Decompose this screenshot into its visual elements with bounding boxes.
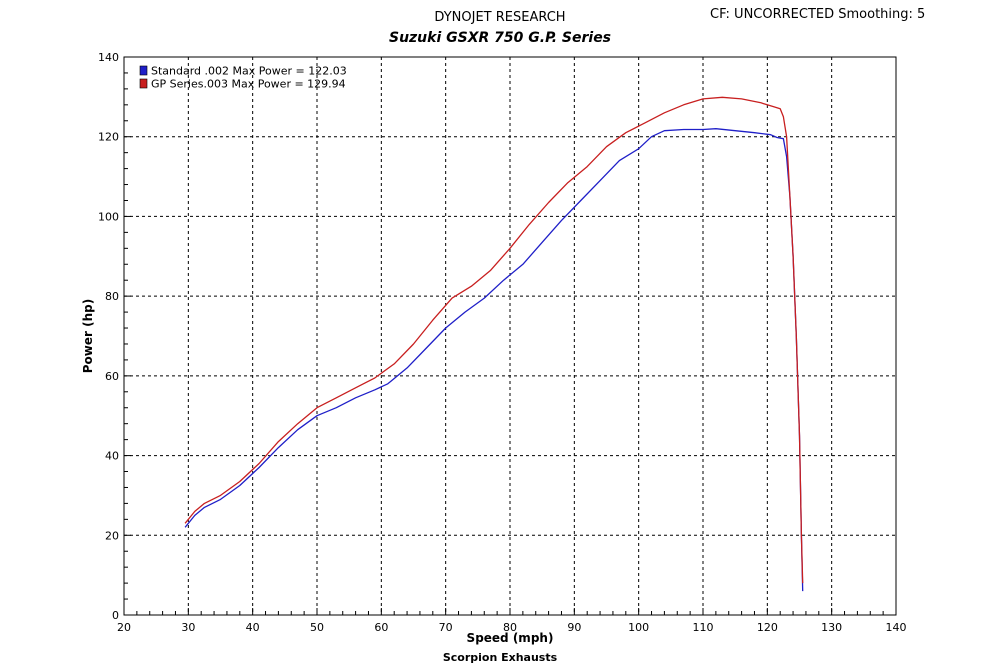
axis-ticks bbox=[123, 56, 897, 616]
y-tick-label: 100 bbox=[98, 210, 119, 223]
x-tick-label: 50 bbox=[310, 621, 324, 634]
series-line-2 bbox=[184, 96, 804, 584]
y-tick-label: 20 bbox=[105, 529, 119, 542]
x-tick-labels: 20 30 40 50 60 70 80 90 100 110 120 130 140 bbox=[117, 621, 907, 634]
x-tick-label: 130 bbox=[821, 621, 842, 634]
y-tick-label: 140 bbox=[98, 51, 119, 64]
x-tick-label: 80 bbox=[503, 621, 517, 634]
legend-swatch-2 bbox=[139, 78, 148, 89]
organization-label: DYNOJET RESEARCH bbox=[434, 10, 566, 25]
x-tick-label: 60 bbox=[374, 621, 388, 634]
series-lines bbox=[184, 96, 804, 592]
y-tick-label: 0 bbox=[112, 609, 119, 622]
legend-swatch-1 bbox=[139, 65, 148, 76]
y-axis-label: Power (hp) bbox=[81, 299, 95, 373]
x-tick-label: 20 bbox=[117, 621, 131, 634]
x-tick-label: 110 bbox=[693, 621, 714, 634]
y-tick-label: 40 bbox=[105, 450, 119, 463]
x-tick-label: 70 bbox=[439, 621, 453, 634]
correction-factor-label: CF: UNCORRECTED Smoothing: 5 bbox=[710, 7, 926, 22]
x-axis-label: Speed (mph) bbox=[467, 631, 554, 645]
series-line-1 bbox=[184, 128, 804, 592]
y-tick-label: 80 bbox=[105, 290, 119, 303]
x-tick-label: 140 bbox=[886, 621, 907, 634]
legend-label-1: Standard .002 Max Power = 122.03 bbox=[151, 65, 347, 78]
x-tick-label: 40 bbox=[246, 621, 260, 634]
y-tick-labels: 0 20 40 60 80 100 120 140 bbox=[98, 51, 119, 622]
grid bbox=[124, 57, 896, 615]
legend-label-2: GP Series.003 Max Power = 129.94 bbox=[151, 78, 346, 91]
chart-title: Suzuki GSXR 750 G.P. Series bbox=[388, 30, 612, 46]
x-tick-label: 90 bbox=[567, 621, 581, 634]
y-tick-label: 120 bbox=[98, 131, 119, 144]
x-tick-label: 30 bbox=[181, 621, 195, 634]
y-tick-label: 60 bbox=[105, 370, 119, 383]
x-tick-label: 120 bbox=[757, 621, 778, 634]
footer-label: Scorpion Exhausts bbox=[443, 651, 558, 664]
x-tick-label: 100 bbox=[628, 621, 649, 634]
